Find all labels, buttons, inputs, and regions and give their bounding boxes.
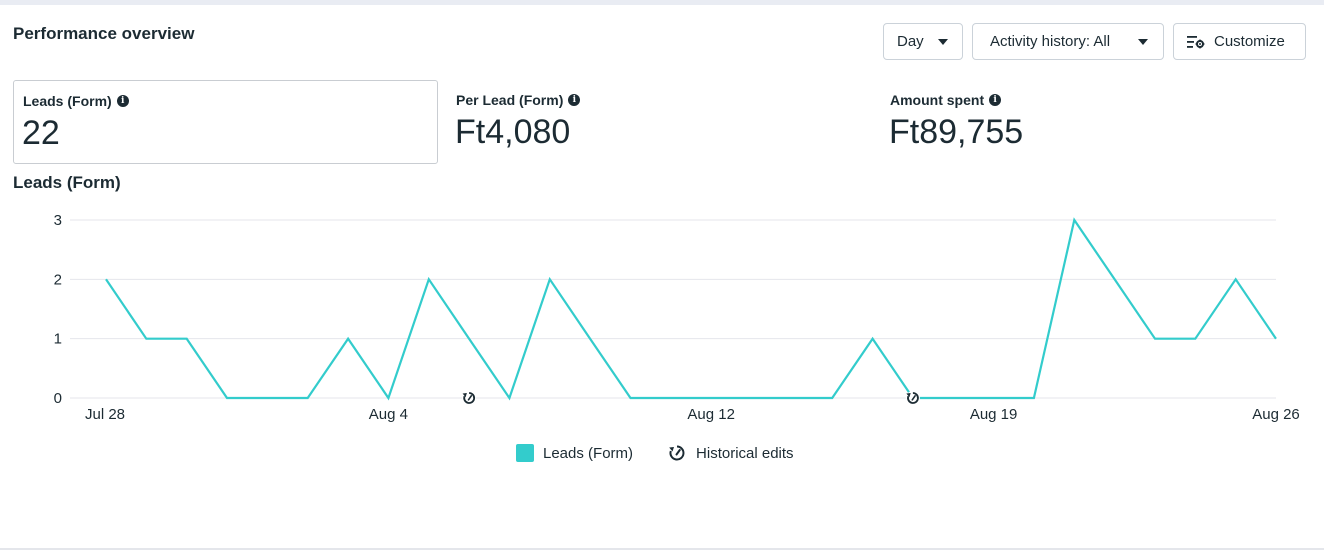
day-dropdown-label: Day [897, 33, 924, 50]
caret-down-icon [1138, 38, 1148, 45]
metric-label-row: Leads (Form) i [23, 93, 129, 109]
historical-edit-marker-icon[interactable] [905, 391, 920, 405]
metric-card-leads[interactable]: Leads (Form) i 22 [13, 80, 438, 164]
activity-history-label: Activity history: All [990, 33, 1111, 50]
caret-down-icon [938, 38, 948, 45]
metric-label: Leads (Form) [23, 93, 112, 109]
chart-legend: Leads (Form) Historical edits [516, 443, 794, 463]
historical-edits-icon [669, 445, 685, 461]
metric-label: Amount spent [890, 92, 985, 108]
x-tick-label: Jul 28 [85, 406, 125, 423]
series-line-leads [105, 217, 1277, 401]
x-tick-label: Aug 26 [1252, 406, 1300, 423]
customize-button[interactable]: Customize [1173, 23, 1306, 60]
page-title: Performance overview [13, 24, 195, 43]
top-strip [0, 0, 1324, 5]
legend-item-leads[interactable]: Leads (Form) [516, 444, 633, 462]
legend-label: Leads (Form) [543, 444, 634, 462]
metric-card-per-lead[interactable]: Per Lead (Form) i Ft4,080 [447, 80, 847, 164]
x-tick-label: Aug 19 [970, 406, 1018, 423]
y-tick-label: 2 [54, 271, 62, 288]
metric-label-row: Amount spent i [890, 92, 1002, 108]
y-tick-label: 3 [54, 212, 62, 229]
y-tick-label: 0 [54, 390, 62, 407]
metric-value: Ft4,080 [455, 113, 571, 151]
customize-settings-icon [1187, 35, 1205, 48]
day-dropdown[interactable]: Day [883, 23, 963, 60]
info-icon[interactable]: i [568, 94, 581, 106]
customize-label: Customize [1214, 33, 1285, 50]
legend-item-historical-edits[interactable]: Historical edits [667, 443, 794, 463]
metric-value: Ft89,755 [889, 113, 1024, 151]
chart-title: Leads (Form) [13, 173, 121, 192]
legend-swatch [516, 444, 534, 462]
info-icon[interactable]: i [116, 95, 129, 107]
metric-card-amount-spent[interactable]: Amount spent i Ft89,755 [881, 80, 1281, 164]
info-icon[interactable]: i [989, 94, 1002, 106]
historical-edit-marker-icon[interactable] [462, 391, 477, 405]
legend-label: Historical edits [696, 444, 794, 462]
x-tick-label: Aug 4 [369, 406, 408, 423]
y-tick-label: 1 [54, 331, 62, 348]
bottom-divider [0, 548, 1324, 550]
metric-label-row: Per Lead (Form) i [456, 92, 581, 108]
activity-history-dropdown[interactable]: Activity history: All [972, 23, 1164, 60]
metric-value: 22 [22, 114, 60, 152]
metric-label: Per Lead (Form) [456, 92, 564, 108]
x-tick-label: Aug 12 [687, 406, 735, 423]
leads-line-chart: 0 1 2 3 Jul 28 Aug 4 Aug 12 Aug 19 Aug 26 [54, 212, 1300, 423]
